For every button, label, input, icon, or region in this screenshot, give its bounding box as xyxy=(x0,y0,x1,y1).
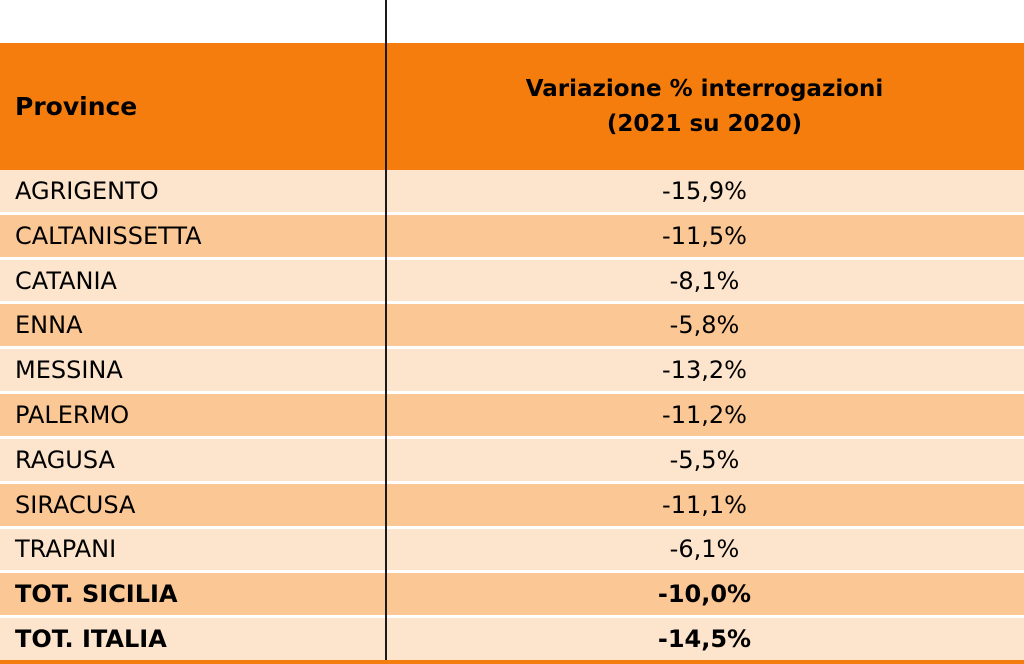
table-row: CATANIA -8,1% xyxy=(0,259,1024,302)
table-row: MESSINA -13,2% xyxy=(0,349,1024,392)
table-row: SIRACUSA -11,1% xyxy=(0,483,1024,526)
header-variation-cell: Variazione % interrogazioni (2021 su 202… xyxy=(385,43,1024,170)
variation-value-cell: -8,1% xyxy=(669,266,740,295)
province-name-cell: TRAPANI xyxy=(15,535,117,564)
province-name-cell: AGRIGENTO xyxy=(15,176,159,205)
table-row: TOT. ITALIA -14,5% xyxy=(0,618,1024,660)
table-row: RAGUSA -5,5% xyxy=(0,438,1024,481)
table-row: TRAPANI -6,1% xyxy=(0,528,1024,571)
table-header-row: Province Variazione % interrogazioni (20… xyxy=(0,43,1024,170)
table-row: TOT. SICILIA -10,0% xyxy=(0,573,1024,616)
table-row: CALTANISSETTA -11,5% xyxy=(0,214,1024,257)
variation-value-cell: -6,1% xyxy=(669,535,740,564)
table-body: AGRIGENTO -15,9% CALTANISSETTA -11,5% CA… xyxy=(0,170,1024,660)
table-row: ENNA -5,8% xyxy=(0,304,1024,347)
variation-value-cell: -11,5% xyxy=(662,221,747,250)
variation-value-cell: -11,2% xyxy=(662,400,747,429)
province-name-cell: SIRACUSA xyxy=(15,490,136,519)
province-name-cell: CALTANISSETTA xyxy=(15,221,202,250)
variation-value-cell: -5,8% xyxy=(669,311,740,340)
variation-value-cell: -14,5% xyxy=(657,625,752,654)
table-bottom-border xyxy=(0,660,1024,664)
header-variation-line2: (2021 su 2020) xyxy=(606,110,803,137)
header-province-cell: Province xyxy=(15,92,138,121)
province-name-cell: TOT. ITALIA xyxy=(15,625,167,654)
variation-value-cell: -5,5% xyxy=(669,445,740,474)
column-divider-line xyxy=(385,0,387,660)
province-name-cell: ENNA xyxy=(15,311,83,340)
province-variation-table: Province Variazione % interrogazioni (20… xyxy=(0,43,1024,664)
province-name-cell: TOT. SICILIA xyxy=(15,580,178,609)
variation-value-cell: -13,2% xyxy=(662,356,747,385)
variation-value-cell: -15,9% xyxy=(662,176,747,205)
province-name-cell: CATANIA xyxy=(15,266,117,295)
province-name-cell: PALERMO xyxy=(15,400,130,429)
province-name-cell: MESSINA xyxy=(15,356,123,385)
table-row: AGRIGENTO -15,9% xyxy=(0,170,1024,212)
variation-value-cell: -10,0% xyxy=(657,580,752,609)
table-row: PALERMO -11,2% xyxy=(0,394,1024,436)
header-variation-line1: Variazione % interrogazioni xyxy=(525,76,884,102)
variation-value-cell: -11,1% xyxy=(662,490,747,519)
province-name-cell: RAGUSA xyxy=(15,445,115,474)
